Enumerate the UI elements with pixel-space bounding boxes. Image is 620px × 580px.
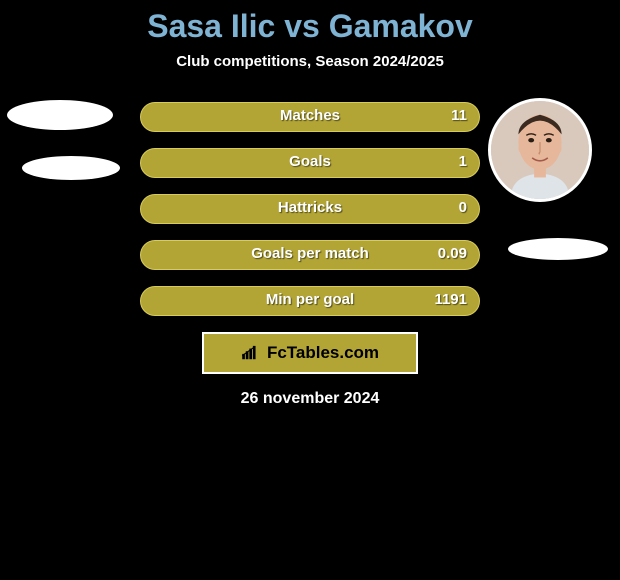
stat-bar: Goals per match 0.09 [140, 240, 480, 270]
stat-bar: Matches 11 [140, 102, 480, 132]
avatar-face-icon [491, 101, 589, 199]
stat-right-value: 1 [459, 153, 467, 170]
stat-bar: Goals 1 [140, 148, 480, 178]
stat-bar: Min per goal 1191 [140, 286, 480, 316]
left-player-placeholder-top [7, 100, 113, 130]
stat-label: Min per goal [141, 291, 479, 308]
right-player-placeholder [508, 238, 608, 260]
source-text: FcTables.com [267, 343, 379, 363]
stat-label: Goals [141, 153, 479, 170]
bar-chart-icon [241, 345, 263, 361]
stat-label: Goals per match [141, 245, 479, 262]
left-player-placeholder-bottom [22, 156, 120, 180]
stat-right-value: 0 [459, 199, 467, 216]
stat-label: Matches [141, 107, 479, 124]
stat-right-value: 1191 [434, 291, 467, 308]
stat-bars: Matches 11 Goals 1 Hattricks 0 Goals per… [140, 102, 480, 332]
date-text: 26 november 2024 [0, 390, 620, 408]
stat-label: Hattricks [141, 199, 479, 216]
source-badge[interactable]: FcTables.com [202, 332, 418, 374]
page-title: Sasa Ilic vs Gamakov [0, 0, 620, 45]
stat-right-value: 11 [451, 107, 467, 124]
stat-right-value: 0.09 [438, 245, 467, 262]
right-player-avatar [488, 98, 592, 202]
subtitle: Club competitions, Season 2024/2025 [0, 53, 620, 70]
stat-bar: Hattricks 0 [140, 194, 480, 224]
